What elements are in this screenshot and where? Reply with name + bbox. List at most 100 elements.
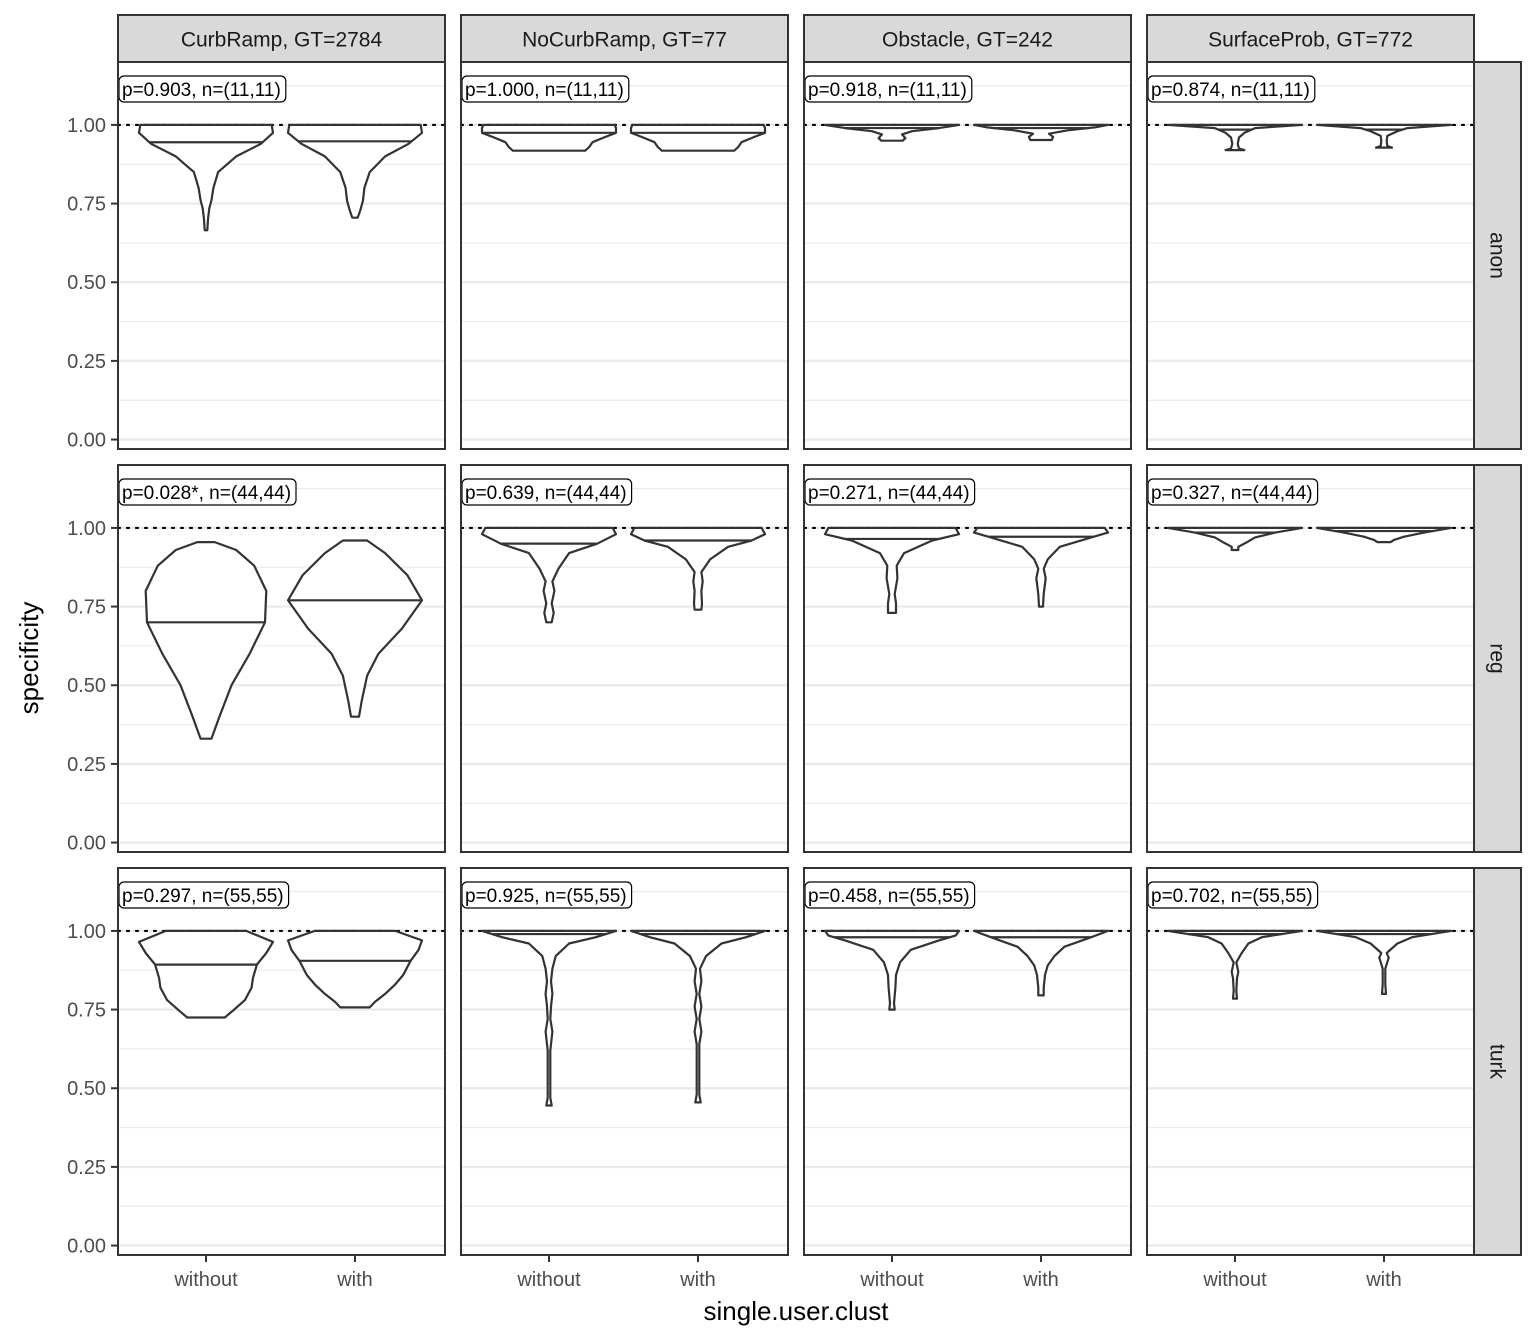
panel-2-2: p=0.458, n=(55,55) — [802, 867, 1133, 1256]
x-tick-label: with — [1365, 1269, 1402, 1291]
y-tick-label: 0.00 — [67, 833, 106, 855]
y-tick-label: 0.00 — [67, 1236, 106, 1258]
violin-with — [972, 526, 1110, 608]
x-tick-label: without — [516, 1269, 581, 1291]
y-tick-label: 0.75 — [67, 1000, 106, 1022]
column-strip-background — [460, 14, 789, 63]
p-value-label: p=0.271, n=(44,44) — [804, 478, 976, 506]
x-tick-label: without — [859, 1269, 924, 1291]
x-axis-title: single.user.clust — [704, 1296, 890, 1326]
p-value-label: p=0.918, n=(11,11) — [804, 75, 973, 103]
p-value-text: p=0.925, n=(55,55) — [465, 886, 627, 907]
p-value-text: p=0.903, n=(11,11) — [122, 80, 281, 101]
y-tick-label: 1.00 — [67, 518, 106, 540]
column-strip-background — [803, 14, 1132, 63]
column-strip-label: CurbRamp, GT=2784 — [181, 29, 383, 52]
p-value-text: p=0.918, n=(11,11) — [808, 80, 967, 101]
panel-2-1: p=0.925, n=(55,55) — [459, 867, 790, 1256]
column-strip-3: SurfaceProb, GT=772 — [1146, 14, 1475, 63]
x-tick-label: without — [173, 1269, 238, 1291]
p-value-text: p=0.874, n=(11,11) — [1151, 80, 1310, 101]
panel-background — [461, 465, 788, 852]
panel-background — [1147, 868, 1474, 1255]
violin-with — [286, 929, 424, 1009]
row-strip-0: anon — [1473, 61, 1522, 450]
x-tick-label: with — [1022, 1269, 1059, 1291]
violin-with — [972, 929, 1110, 997]
x-tick-label: with — [679, 1269, 716, 1291]
column-strip-label: Obstacle, GT=242 — [882, 29, 1053, 52]
p-value-text: p=0.327, n=(44,44) — [1151, 483, 1313, 504]
y-tick-label: 0.50 — [67, 1078, 106, 1100]
panel-border — [460, 464, 789, 853]
p-value-text: p=0.702, n=(55,55) — [1151, 886, 1313, 907]
violin-without — [137, 929, 275, 1019]
panel-background — [1147, 62, 1474, 449]
violin-without — [823, 929, 961, 1011]
row-facet-strips: anon reg turk — [1473, 61, 1522, 1256]
y-tick-label: 0.75 — [67, 194, 106, 216]
panel-border — [117, 464, 446, 853]
panel-2-0: p=0.297, n=(55,55) — [116, 867, 447, 1256]
violin-without — [137, 123, 275, 232]
column-strip-background — [1146, 14, 1475, 63]
y-tick-label: 1.00 — [67, 921, 106, 943]
row-strip-1: reg — [1473, 464, 1522, 853]
violin-without — [1166, 929, 1304, 1000]
row-strip-label: reg — [1486, 643, 1509, 673]
p-value-label: p=0.327, n=(44,44) — [1147, 478, 1319, 506]
panel-1-1: p=0.639, n=(44,44) — [459, 464, 790, 853]
row-strip-label: turk — [1486, 1044, 1509, 1080]
y-tick-label: 0.25 — [67, 1157, 106, 1179]
y-tick-label: 0.25 — [67, 754, 106, 776]
y-axis-title: specificity — [14, 602, 44, 715]
y-tick-label: 0.25 — [67, 351, 106, 373]
panel-border — [117, 867, 446, 1256]
panel-border — [460, 867, 789, 1256]
p-value-label: p=1.000, n=(11,11) — [461, 75, 630, 103]
row-strip-background — [1473, 464, 1522, 853]
panel-2-3: p=0.702, n=(55,55) — [1145, 867, 1476, 1256]
p-value-label: p=0.458, n=(55,55) — [804, 881, 976, 909]
y-tick-label: 0.50 — [67, 675, 106, 697]
row-strip-background — [1473, 867, 1522, 1256]
x-tick-label: without — [1202, 1269, 1267, 1291]
column-strip-1: NoCurbRamp, GT=77 — [460, 14, 789, 63]
y-tick-label: 0.50 — [67, 272, 106, 294]
x-tick-label: with — [336, 1269, 373, 1291]
row-strip-2: turk — [1473, 867, 1522, 1256]
p-value-text: p=0.639, n=(44,44) — [465, 483, 627, 504]
column-strip-0: CurbRamp, GT=2784 — [117, 14, 446, 63]
p-value-text: p=0.271, n=(44,44) — [808, 483, 970, 504]
violin-without — [1166, 123, 1304, 152]
violin-with — [1315, 929, 1453, 995]
p-value-label: p=0.874, n=(11,11) — [1147, 75, 1316, 103]
violin-with — [286, 539, 424, 718]
p-value-label: p=0.028*, n=(44,44) — [118, 478, 297, 506]
p-value-text: p=0.297, n=(55,55) — [122, 886, 284, 907]
panel-border — [803, 867, 1132, 1256]
panel-background — [804, 465, 1131, 852]
p-value-label: p=0.903, n=(11,11) — [118, 75, 287, 103]
x-axis-ticks: without with without with without with without… — [173, 1255, 1402, 1291]
panel-1-2: p=0.271, n=(44,44) — [802, 464, 1133, 853]
row-strip-background — [1473, 61, 1522, 450]
violin-without — [480, 123, 618, 152]
p-value-label: p=0.925, n=(55,55) — [461, 881, 633, 909]
panel-border — [803, 464, 1132, 853]
violin-with — [629, 526, 767, 611]
p-value-label: p=0.702, n=(55,55) — [1147, 881, 1319, 909]
p-value-text: p=1.000, n=(11,11) — [465, 80, 624, 101]
y-tick-label: 0.75 — [67, 597, 106, 619]
column-strip-label: SurfaceProb, GT=772 — [1208, 29, 1413, 52]
panel-1-3: p=0.327, n=(44,44) — [1145, 464, 1476, 853]
p-value-text: p=0.458, n=(55,55) — [808, 886, 970, 907]
violin-without — [144, 541, 268, 740]
violin-without — [480, 526, 618, 624]
y-tick-label: 1.00 — [67, 115, 106, 137]
panel-background — [118, 62, 445, 449]
panel-background — [461, 868, 788, 1255]
panel-0-1: p=1.000, n=(11,11) — [459, 61, 790, 450]
panel-background — [1147, 465, 1474, 852]
